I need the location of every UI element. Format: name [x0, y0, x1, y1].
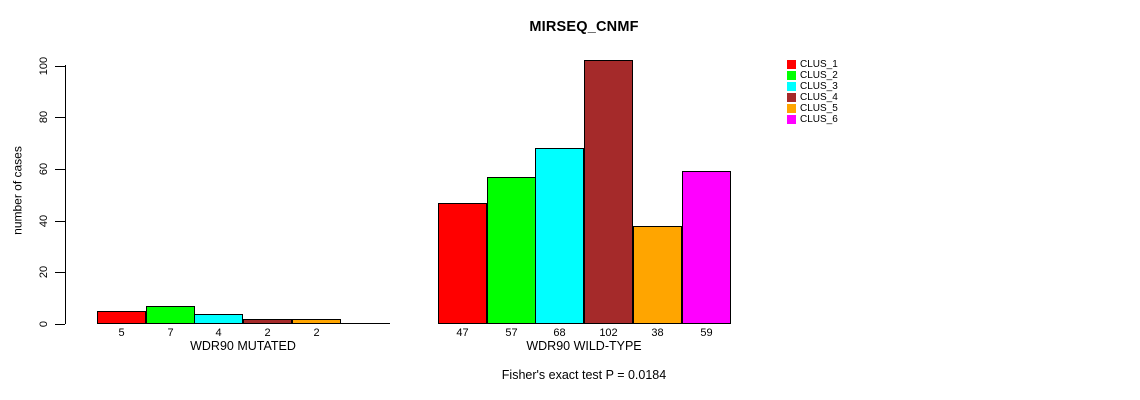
bar-clus_1 — [97, 311, 146, 324]
legend-item: CLUS_6 — [787, 114, 838, 125]
bar-value-label: 5 — [118, 327, 125, 339]
legend-item-label: CLUS_1 — [800, 59, 838, 70]
bar-value-label: 4 — [215, 327, 222, 339]
legend-item-label: CLUS_4 — [800, 92, 838, 103]
bar-clus_3 — [535, 148, 584, 324]
y-axis-tick-label: 20 — [38, 265, 50, 279]
y-axis-tick-label: 40 — [38, 214, 50, 228]
bar-clus_4 — [584, 60, 633, 324]
bar-clus_1 — [438, 203, 487, 324]
bar-value-label: 7 — [167, 327, 174, 339]
legend: CLUS_1 CLUS_2 CLUS_3 CLUS_4 CLUS_5 CLUS_6 — [787, 59, 838, 125]
y-axis-tick-label: 80 — [38, 110, 50, 124]
legend-item: CLUS_1 — [787, 59, 838, 70]
y-axis-tick — [55, 324, 65, 325]
bar-value-label: 2 — [313, 327, 320, 339]
x-axis-group-label: WDR90 MUTATED — [190, 339, 296, 353]
chart-title: MIRSEQ_CNMF — [529, 19, 639, 35]
legend-color-swatch — [787, 93, 796, 102]
legend-item-label: CLUS_5 — [800, 103, 838, 114]
legend-color-swatch — [787, 60, 796, 69]
legend-item-label: CLUS_3 — [800, 81, 838, 92]
legend-item-label: CLUS_6 — [800, 114, 838, 125]
legend-color-swatch — [787, 104, 796, 113]
bar-clus_4 — [243, 319, 292, 324]
legend-color-swatch — [787, 82, 796, 91]
bar-clus_6-zero — [341, 323, 390, 324]
bar-clus_2 — [146, 306, 195, 324]
y-axis-tick — [55, 169, 65, 170]
legend-item: CLUS_3 — [787, 81, 838, 92]
bar-clus_3 — [194, 314, 243, 324]
legend-color-swatch — [787, 71, 796, 80]
bar-value-label: 68 — [553, 327, 566, 339]
fisher-test-annotation: Fisher's exact test P = 0.0184 — [501, 368, 667, 382]
bar-clus_6 — [682, 171, 731, 324]
bar-value-label: 2 — [264, 327, 271, 339]
bar-value-label: 47 — [456, 327, 469, 339]
y-axis-tick-label: 100 — [38, 56, 50, 76]
bar-clus_2 — [487, 177, 536, 324]
y-axis-tick-label: 0 — [38, 320, 50, 328]
legend-color-swatch — [787, 115, 796, 124]
bar-value-label: 102 — [599, 327, 618, 339]
legend-item: CLUS_4 — [787, 92, 838, 103]
bar-value-label: 38 — [651, 327, 664, 339]
y-axis-tick — [55, 272, 65, 273]
bar-clus_5 — [292, 319, 341, 324]
y-axis-tick — [55, 117, 65, 118]
bar-clus_5 — [633, 226, 682, 324]
y-axis-tick — [55, 66, 65, 67]
legend-item-label: CLUS_2 — [800, 70, 838, 81]
x-axis-group-label: WDR90 WILD-TYPE — [526, 339, 642, 353]
y-axis-tick-label: 60 — [38, 162, 50, 176]
bar-value-label: 59 — [700, 327, 713, 339]
legend-item: CLUS_5 — [787, 103, 838, 114]
legend-item: CLUS_2 — [787, 70, 838, 81]
bar-value-label: 57 — [505, 327, 518, 339]
y-axis-tick — [55, 221, 65, 222]
y-axis-line — [65, 65, 66, 324]
